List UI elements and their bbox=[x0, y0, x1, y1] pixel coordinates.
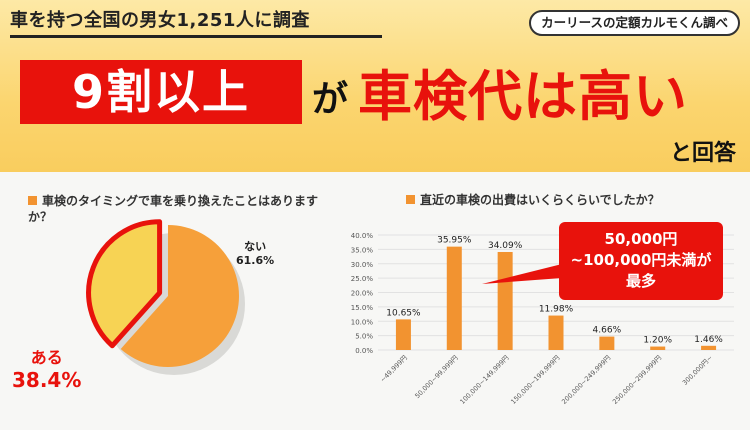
pie-question-text: 車検のタイミングで車を乗り換えたことはありますか？ bbox=[28, 194, 319, 224]
pie-question: 車検のタイミングで車を乗り換えたことはありますか？ bbox=[28, 193, 318, 225]
pie-label-no-value: 61.6% bbox=[236, 254, 275, 267]
y-tick-label: 35.0% bbox=[351, 246, 374, 254]
y-tick-label: 10.0% bbox=[351, 318, 374, 326]
x-tick-label: 250,000~299,999円 bbox=[611, 354, 663, 406]
pie-label-no-name: ない bbox=[244, 240, 267, 253]
y-tick-label: 15.0% bbox=[351, 304, 374, 312]
pie-label-no: ない 61.6% bbox=[236, 240, 274, 268]
pie-slice-yes bbox=[86, 219, 163, 349]
headline-particle: が bbox=[311, 79, 348, 120]
bar-question: 直近の車検の出費はいくらくらいでしたか？ bbox=[406, 192, 736, 208]
y-tick-label: 5.0% bbox=[355, 333, 373, 341]
bar bbox=[548, 315, 564, 350]
bar-value-label: 35.95% bbox=[437, 236, 472, 246]
bar bbox=[395, 319, 411, 350]
x-tick-label: ~49,999円 bbox=[379, 354, 409, 384]
y-tick-label: 40.0% bbox=[351, 232, 374, 240]
callout-box: 50,000円 ~100,000円未満が 最多 bbox=[559, 222, 723, 300]
y-tick-label: 0.0% bbox=[355, 347, 373, 355]
bar bbox=[599, 336, 615, 350]
x-tick-label: 300,000円~ bbox=[681, 354, 714, 387]
bar-question-text: 直近の車検の出費はいくらくらいでしたか？ bbox=[420, 193, 660, 207]
callout-line-3: 最多 bbox=[625, 272, 656, 290]
y-tick-label: 20.0% bbox=[351, 290, 374, 298]
bar-value-label: 34.09% bbox=[488, 241, 523, 251]
bar-value-label: 1.46% bbox=[694, 335, 723, 345]
bar-value-label: 4.66% bbox=[593, 326, 622, 336]
bar bbox=[446, 246, 462, 350]
pie-label-yes: ある 38.4% bbox=[12, 344, 81, 392]
callout-pointer bbox=[482, 264, 562, 284]
pie-slice-no bbox=[120, 225, 239, 367]
x-tick-label: 200,000~249,999円 bbox=[560, 354, 612, 406]
headline-percentage: 9割以上 bbox=[20, 60, 302, 124]
square-bullet-icon bbox=[28, 196, 37, 205]
callout-line-2: ~100,000円未満が bbox=[570, 251, 712, 269]
y-tick-label: 30.0% bbox=[351, 261, 374, 269]
x-tick-label: 100,000~149,999円 bbox=[458, 354, 510, 406]
bar bbox=[497, 251, 513, 350]
bar bbox=[650, 346, 666, 350]
bar bbox=[701, 345, 717, 350]
pie-chart bbox=[86, 219, 245, 375]
survey-title: 車を持つ全国の男女1,251人に調査 bbox=[10, 6, 382, 38]
bar-value-label: 1.20% bbox=[643, 336, 672, 346]
pie-label-yes-value: 38.4% bbox=[12, 368, 82, 392]
pie-label-yes-name: ある bbox=[30, 348, 63, 367]
x-tick-label: 50,000~99,999円 bbox=[413, 354, 459, 400]
square-bullet-icon bbox=[406, 195, 415, 204]
x-tick-label: 150,000~199,999円 bbox=[509, 354, 561, 406]
bar-chart: 0.0% 5.0% 10.0% 15.0% 20.0% 25.0% 30.0% 35.0% 40… bbox=[351, 232, 734, 406]
callout-line-1: 50,000円 bbox=[604, 230, 678, 248]
bar-value-label: 10.65% bbox=[386, 308, 421, 318]
source-badge: カーリースの定額カルモくん調べ bbox=[529, 10, 740, 36]
headline-statement: 車検代は高い bbox=[358, 65, 688, 128]
headline-answer: と回答 bbox=[669, 141, 736, 166]
bar-value-label: 11.98% bbox=[539, 305, 574, 315]
y-tick-label: 25.0% bbox=[351, 275, 374, 283]
